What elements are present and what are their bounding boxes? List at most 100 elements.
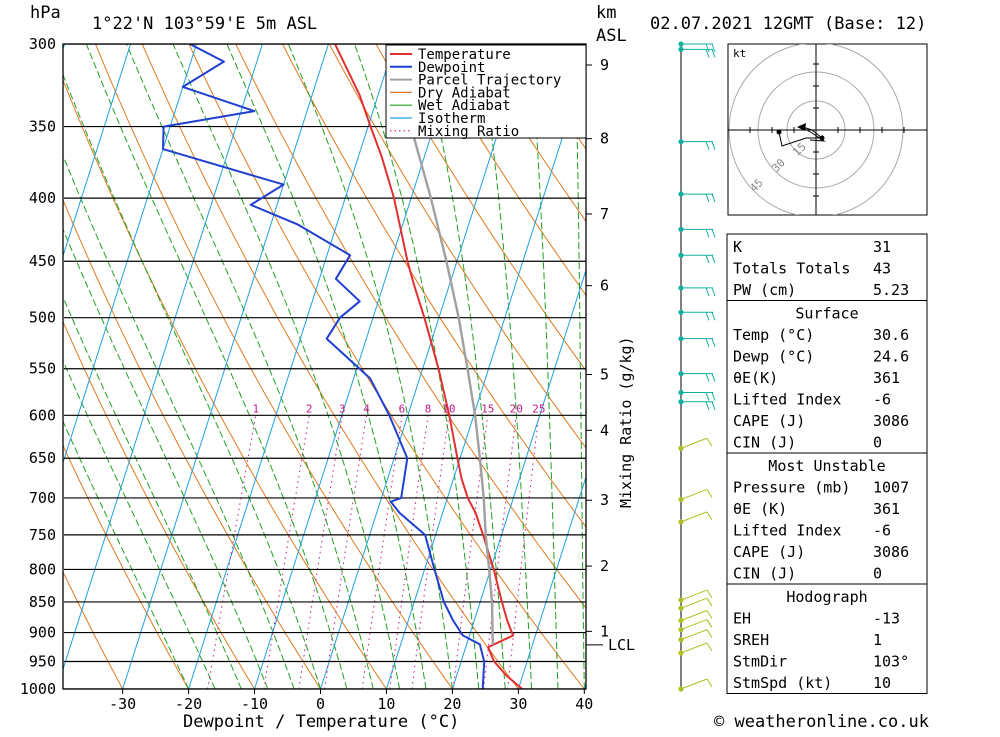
pressure-tick-label: 1000: [20, 680, 56, 698]
wind-barb-flag: [706, 288, 709, 296]
wind-barb-flag: [712, 339, 715, 347]
stat-label: EH: [733, 610, 751, 628]
stat-value: 0: [873, 434, 882, 452]
mixing-ratio-label: 2: [306, 402, 313, 415]
temperature-tick-label: 40: [575, 695, 593, 713]
pressure-tick-label: 350: [29, 118, 56, 136]
pressure-tick-label: 300: [29, 35, 56, 53]
stat-label: Dewp (°C): [733, 348, 814, 366]
pressure-tick-label: 450: [29, 252, 56, 270]
stat-label: SREH: [733, 631, 769, 649]
temperature-tick-label: 30: [509, 695, 527, 713]
wind-barb-flag: [706, 312, 709, 320]
mixing-ratio-label: 3: [339, 402, 346, 415]
wind-barb-flag: [712, 142, 715, 150]
stat-value: 31: [873, 238, 891, 256]
mixing-ratio-line: [362, 415, 402, 689]
stat-label: Pressure (mb): [733, 479, 850, 497]
wind-barb-flag: [706, 255, 709, 263]
wind-barb-flag: [707, 489, 712, 497]
profile-series: [163, 44, 522, 689]
wind-barb-flag: [712, 312, 715, 320]
wind-barb: [681, 620, 707, 630]
wet-adiabat-line: [288, 44, 452, 689]
wind-barb-flag: [707, 643, 712, 651]
wind-barb: [681, 643, 707, 653]
wind-barb-flag: [712, 194, 715, 202]
wind-barbs: [678, 41, 715, 691]
lcl-label: LCL: [608, 636, 635, 654]
wind-marker: [678, 618, 683, 623]
stat-value: 361: [873, 500, 900, 518]
legend-label: Mixing Ratio: [418, 124, 519, 140]
wind-barb-flag: [712, 374, 715, 382]
pressure-tick-label: 800: [29, 560, 56, 578]
wind-barb-flag: [707, 590, 712, 598]
plot-frame: [63, 44, 586, 689]
height-tick-label: 6: [600, 277, 609, 295]
isotherm-line: [123, 44, 329, 689]
stat-value: 0: [873, 565, 882, 583]
stat-value: 1007: [873, 479, 909, 497]
wind-barb-flag: [706, 229, 709, 237]
wind-barb: [681, 598, 707, 608]
isotherm-line: [321, 44, 527, 689]
stat-value: 3086: [873, 412, 909, 430]
wind-barb-flag: [706, 393, 709, 401]
wind-barb-flag: [707, 438, 712, 446]
hodograph-point: [777, 130, 782, 135]
units-km: km: [596, 3, 616, 23]
dry-adiabat-line: [937, 44, 1000, 689]
mixing-ratio-label: 8: [425, 402, 432, 415]
wind-barb: [681, 489, 707, 499]
wind-barb-flag: [712, 402, 715, 410]
pressure-tick-label: 850: [29, 593, 56, 611]
pressure-tick-label: 500: [29, 309, 56, 327]
height-tick-label: 8: [600, 130, 609, 148]
dry-adiabat-line: [96, 44, 453, 689]
wind-barb-flag: [712, 393, 715, 401]
temperature-tick-label: 0: [316, 695, 325, 713]
stat-label: CIN (J): [733, 565, 796, 583]
wind-barb: [681, 512, 707, 522]
pressure-tick-label: 900: [29, 624, 56, 642]
location-title: 1°22'N 103°59'E 5m ASL: [92, 14, 317, 34]
stat-label: StmSpd (kt): [733, 674, 832, 692]
mixing-ratio-label: 15: [481, 402, 494, 415]
wind-barb-flag: [707, 598, 712, 606]
hodograph-point: [820, 136, 825, 141]
stat-value: -13: [873, 610, 900, 628]
temperature-tick-label: -10: [241, 695, 268, 713]
stat-label: θE(K): [733, 369, 778, 387]
pressure-tick-label: 400: [29, 189, 56, 207]
mixing-ratio-label: 1: [252, 402, 259, 415]
isotherm-line: [189, 44, 395, 689]
stat-value: 3086: [873, 543, 909, 561]
wind-barb-flag: [712, 255, 715, 263]
wet-adiabat-line: [173, 44, 400, 689]
height-tick-label: 2: [600, 557, 609, 575]
stat-value: -6: [873, 522, 891, 540]
stats-section-title: Surface: [795, 305, 858, 323]
stat-label: CIN (J): [733, 434, 796, 452]
pressure-gridlines: [64, 44, 586, 689]
stat-label: CAPE (J): [733, 412, 805, 430]
mixing-ratio-line: [390, 415, 428, 689]
wind-barb: [681, 630, 707, 640]
y2-axis-label: Mixing Ratio (g/kg): [617, 336, 635, 508]
dry-adiabat-line: [984, 44, 1000, 689]
stat-value: 24.6: [873, 348, 909, 366]
wind-barb-flag: [712, 229, 715, 237]
wind-barb: [681, 590, 707, 600]
date-title: 02.07.2021 12GMT (Base: 12): [650, 14, 926, 34]
wind-barb-flag: [707, 620, 712, 628]
mixing-ratio-label: 6: [399, 402, 406, 415]
stat-label: Lifted Index: [733, 391, 841, 409]
stat-label: θE (K): [733, 500, 787, 518]
stat-label: Lifted Index: [733, 522, 841, 540]
wind-marker: [678, 637, 683, 642]
mixing-ratio-label: 10: [442, 402, 455, 415]
